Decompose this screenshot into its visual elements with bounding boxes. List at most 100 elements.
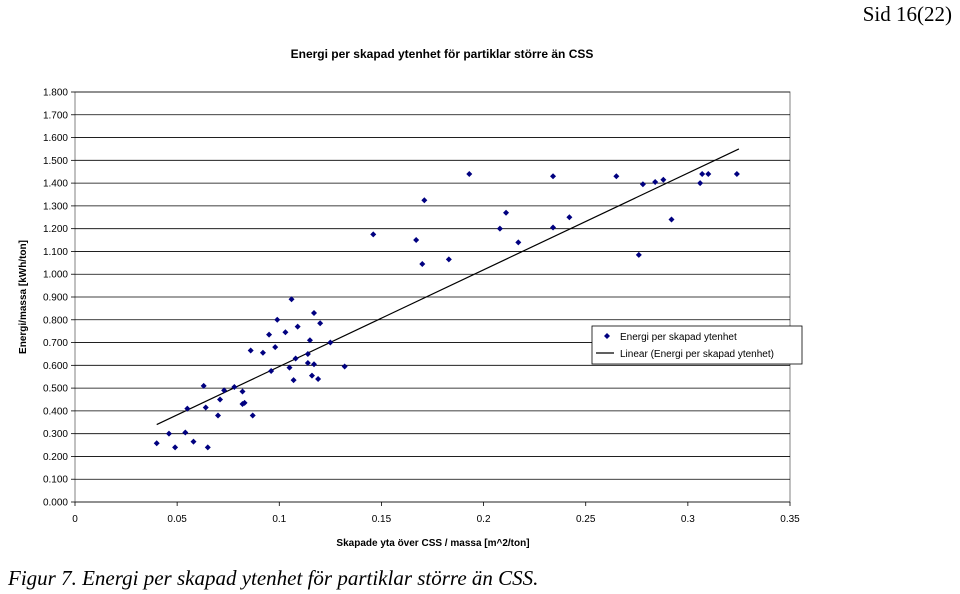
data-point xyxy=(221,387,228,394)
data-point xyxy=(466,171,473,177)
y-tick-label: 0.100 xyxy=(43,475,68,486)
data-point xyxy=(733,171,740,177)
data-point xyxy=(184,405,191,412)
y-tick-label: 0.600 xyxy=(43,361,68,372)
x-tick-label: 0.05 xyxy=(167,514,187,525)
data-point xyxy=(239,388,246,395)
data-point xyxy=(249,412,256,419)
data-point xyxy=(304,360,311,367)
x-tick-label: 0.15 xyxy=(372,514,392,525)
x-axis-tick-labels: 0 0.05 0.1 0.15 0.2 0.25 0.3 0.35 xyxy=(72,502,800,525)
x-axis-label: Skapade yta över CSS / massa [m^2/ton] xyxy=(336,538,529,549)
y-tick-label: 1.400 xyxy=(43,179,68,190)
y-tick-label: 1.800 xyxy=(43,88,68,99)
x-tick-label: 0.25 xyxy=(576,514,596,525)
data-point xyxy=(268,368,275,375)
data-point xyxy=(274,316,281,323)
legend-diamond-icon xyxy=(604,333,610,339)
data-point xyxy=(259,349,266,356)
data-point xyxy=(153,440,160,447)
x-tick-label: 0.3 xyxy=(681,514,695,525)
data-point xyxy=(241,399,248,406)
legend: Energi per skapad ytenhet Linear (Energi… xyxy=(591,325,803,365)
data-point xyxy=(668,216,675,223)
data-point xyxy=(419,260,426,267)
data-point xyxy=(294,323,301,330)
data-point xyxy=(200,382,207,389)
y-tick-label: 0.900 xyxy=(43,293,68,304)
y-tick-label: 0.400 xyxy=(43,406,68,417)
data-point xyxy=(699,171,706,177)
gridlines xyxy=(71,91,790,503)
y-tick-label: 0.700 xyxy=(43,338,68,349)
y-tick-label: 0.000 xyxy=(43,498,68,509)
data-point xyxy=(190,438,197,445)
data-point xyxy=(311,361,318,368)
data-point xyxy=(272,344,279,351)
data-point xyxy=(172,444,179,451)
y-tick-label: 1.000 xyxy=(43,270,68,281)
data-point xyxy=(204,444,211,451)
energy-scatter-chart: Energi per skapad ytenhet för partiklar … xyxy=(18,47,803,549)
y-tick-label: 1.100 xyxy=(43,247,68,258)
legend-entry-trendline: Linear (Energi per skapad ytenhet) xyxy=(620,349,774,360)
data-point xyxy=(613,173,620,180)
data-point xyxy=(215,412,221,419)
data-point xyxy=(635,251,642,258)
page-number: Sid 16(22) xyxy=(862,2,952,26)
data-point xyxy=(370,231,377,238)
data-point xyxy=(639,181,646,188)
data-point xyxy=(282,329,289,336)
data-point xyxy=(341,363,348,370)
x-tick-label: 0.35 xyxy=(780,514,800,525)
data-point xyxy=(515,239,522,246)
data-point xyxy=(231,383,238,390)
data-point xyxy=(566,214,573,221)
y-tick-label: 1.600 xyxy=(43,133,68,144)
data-point xyxy=(165,430,172,437)
chart-title: Energi per skapad ytenhet för partiklar … xyxy=(291,47,594,61)
y-tick-label: 0.200 xyxy=(43,452,68,463)
data-point xyxy=(266,331,273,338)
y-axis-label: Energi/massa [kWh/ton] xyxy=(18,240,29,354)
data-point xyxy=(705,171,712,177)
data-point xyxy=(652,178,659,185)
data-point xyxy=(496,225,503,232)
data-point xyxy=(315,376,322,382)
data-point xyxy=(660,176,667,183)
x-tick-label: 0.1 xyxy=(272,514,286,525)
data-point xyxy=(304,350,311,357)
data-point xyxy=(292,355,299,362)
data-point xyxy=(182,429,189,436)
data-point xyxy=(550,224,557,231)
y-tick-label: 0.500 xyxy=(43,384,68,395)
y-tick-label: 1.300 xyxy=(43,201,68,212)
linear-trendline xyxy=(156,148,740,426)
data-points xyxy=(153,171,740,451)
data-point xyxy=(445,256,452,263)
y-tick-label: 0.800 xyxy=(43,315,68,326)
data-point xyxy=(311,309,318,316)
data-point xyxy=(503,209,510,216)
data-point xyxy=(286,364,293,371)
data-point xyxy=(202,404,209,411)
data-point xyxy=(413,237,420,244)
data-point xyxy=(247,347,254,354)
data-point xyxy=(327,339,334,346)
data-point xyxy=(697,180,704,187)
data-point xyxy=(288,296,295,303)
y-axis-tick-labels: 0.000 0.100 0.200 0.300 0.400 0.500 0.600 0.700… xyxy=(43,88,68,509)
y-tick-label: 1.500 xyxy=(43,156,68,167)
data-point xyxy=(421,197,428,204)
x-tick-label: 0 xyxy=(72,514,78,525)
data-point xyxy=(317,320,324,327)
y-tick-label: 1.200 xyxy=(43,224,68,235)
y-tick-label: 0.300 xyxy=(43,429,68,440)
data-point xyxy=(290,377,297,384)
y-tick-label: 1.700 xyxy=(43,110,68,121)
x-tick-label: 0.2 xyxy=(477,514,491,525)
legend-box xyxy=(591,325,803,365)
figure-caption: Figur 7. Energi per skapad ytenhet för p… xyxy=(8,566,539,590)
data-point xyxy=(550,173,557,180)
data-point xyxy=(217,396,224,403)
